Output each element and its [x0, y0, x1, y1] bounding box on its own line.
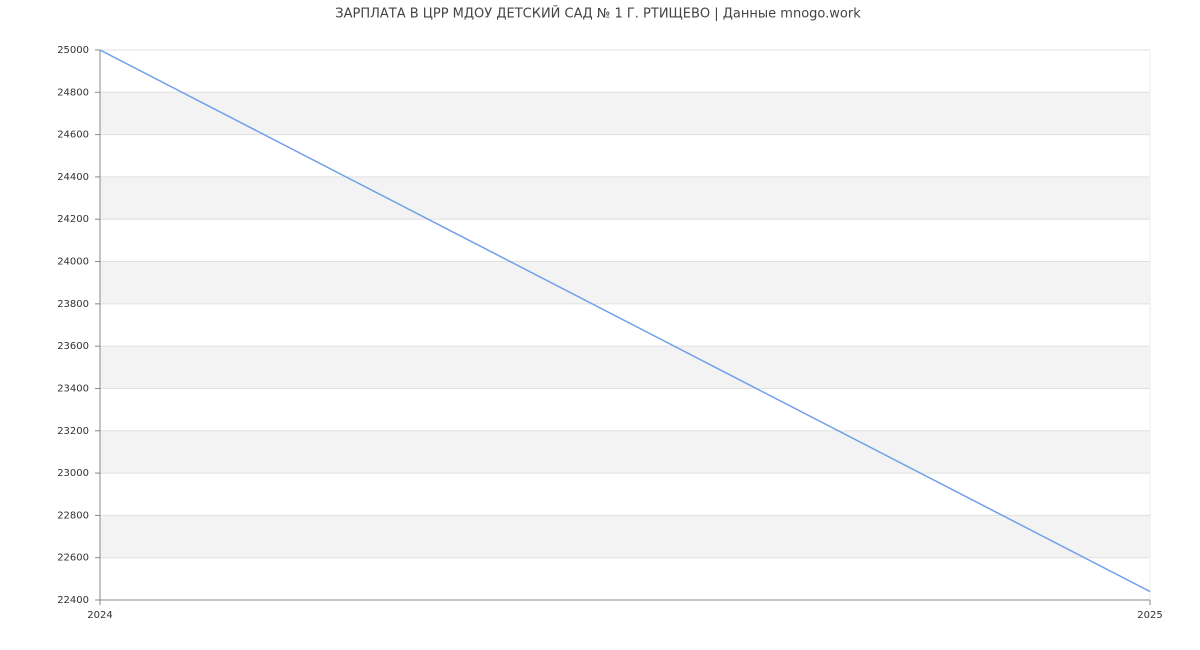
y-tick-label: 22400 [57, 595, 89, 606]
band [100, 176, 1150, 220]
band [100, 92, 1150, 135]
y-tick-label: 24400 [57, 172, 89, 183]
x-tick-label: 2024 [87, 610, 112, 621]
y-tick-label: 24200 [57, 214, 89, 225]
band [100, 430, 1150, 474]
y-tick-label: 23000 [57, 468, 89, 479]
band [100, 261, 1150, 304]
y-tick-label: 23200 [57, 426, 89, 437]
y-tick-label: 24600 [57, 130, 89, 141]
x-tick-label: 2025 [1137, 610, 1162, 621]
band [100, 346, 1150, 389]
y-tick-label: 24000 [57, 257, 89, 268]
y-tick-label: 23400 [57, 383, 89, 394]
y-tick-label: 22800 [57, 510, 89, 521]
line [99, 49, 1151, 593]
y-tick-label: 23800 [57, 299, 89, 310]
y-tick-label: 25000 [57, 45, 89, 56]
y-tick-label: 22600 [57, 553, 89, 564]
y-tick-label: 24800 [57, 87, 89, 98]
y-tick-label: 23600 [57, 341, 89, 352]
chart-title: ЗАРПЛАТА В ЦРР МДОУ ДЕТСКИЙ САД № 1 Г. Р… [335, 6, 861, 22]
band [100, 515, 1150, 558]
